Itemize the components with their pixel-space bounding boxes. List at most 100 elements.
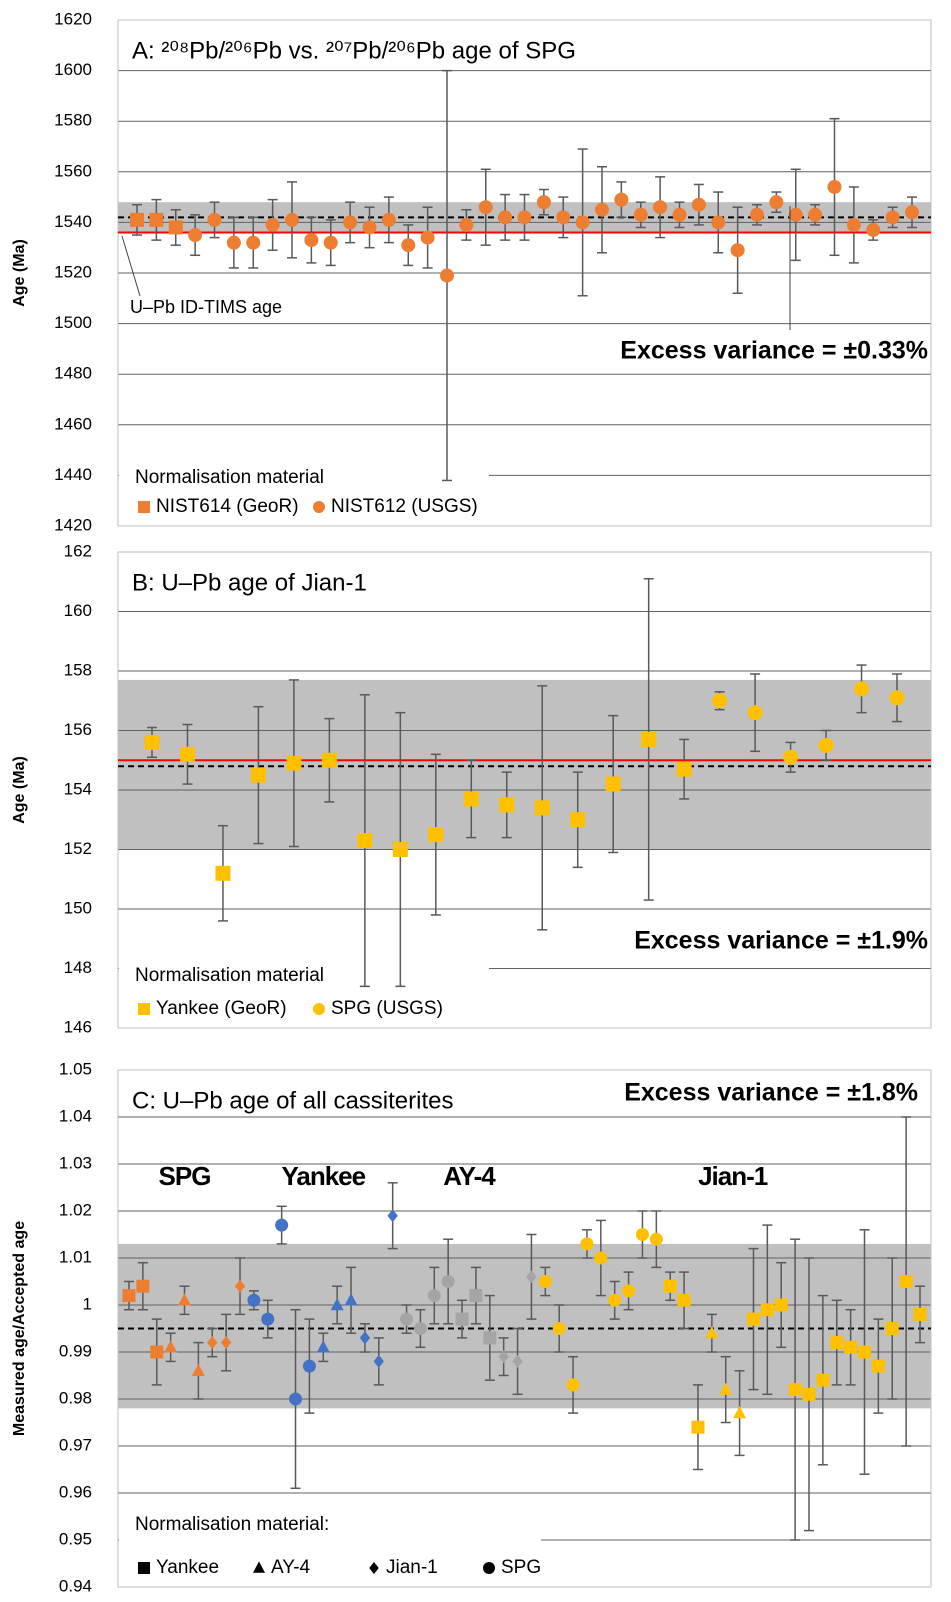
data-point [808,207,823,222]
legend-label: NIST612 (USGS) [331,496,478,517]
data-point [622,1284,636,1298]
data-point [144,734,160,750]
y-tick-label: 150 [64,898,92,917]
data-point [440,268,454,283]
data-point [635,1228,649,1241]
data-point [802,1387,816,1401]
group-label: AY-4 [443,1161,496,1191]
data-point [885,210,900,225]
y-tick-label: 0.98 [59,1388,92,1407]
data-point [469,1289,483,1303]
data-point [413,1322,427,1335]
legend-label: SPG (USGS) [331,998,443,1019]
data-point [889,690,905,706]
data-point [750,207,764,222]
data-point [653,200,668,215]
data-point [552,1322,566,1335]
data-point [691,197,706,212]
data-point [649,1232,663,1246]
legend-marker [483,1562,495,1574]
y-tick-label: 146 [64,1017,92,1036]
data-point [359,1331,371,1345]
annotation-leader [121,235,141,297]
data-point [905,205,919,220]
data-point [344,1293,358,1306]
data-point [246,235,261,250]
data-point [130,212,144,227]
y-tick-label: 156 [64,720,92,739]
data-point [538,1275,552,1288]
chart-title: C: U–Pb age of all cassiterites [132,1087,453,1114]
data-point [226,235,241,250]
data-point [441,1275,455,1288]
legend-box [119,1507,541,1586]
data-point [846,217,861,232]
data-point [459,217,474,232]
data-point [830,1336,844,1350]
chart-title: A: ²⁰⁸Pb/²⁰⁶Pb vs. ²⁰⁷Pb/²⁰⁶Pb age of SP… [132,37,576,64]
data-point [420,230,435,245]
data-point [400,1312,414,1326]
legend-marker [369,1562,379,1574]
data-point [633,207,648,222]
data-point [556,210,571,225]
data-point [483,1331,497,1345]
data-point [343,215,358,230]
data-point [899,1275,913,1288]
y-tick-label: 1460 [54,414,92,433]
plot-frame [117,551,932,1029]
legend-label: AY-4 [271,1557,311,1578]
data-point [168,220,183,235]
data-point [857,1345,871,1359]
group-label: Jian-1 [698,1161,768,1191]
y-tick-label: 1560 [54,161,92,180]
legend-marker [313,501,325,513]
legend-title: Normalisation material [135,965,324,986]
data-point [608,1293,622,1307]
data-point [526,1270,537,1284]
data-point [275,1218,289,1232]
data-point [605,776,621,792]
y-tick-label: 1580 [54,111,92,130]
data-point [733,1405,747,1419]
data-point [676,761,692,777]
annotation: Excess variance = ±1.9% [634,927,928,955]
data-point [844,1340,858,1354]
data-point [536,195,551,210]
data-point [316,1340,330,1353]
legend-title: Normalisation material [135,467,324,488]
annotation: Excess variance = ±1.8% [624,1079,918,1107]
data-point [330,1297,344,1311]
data-point [150,1345,164,1359]
y-tick-label: 0.96 [59,1482,92,1501]
data-point [323,235,338,250]
y-tick-label: 1.05 [59,1059,92,1078]
data-point [866,222,881,237]
data-point [730,243,745,258]
chart-title: B: U–Pb age of Jian-1 [132,569,367,596]
y-tick-label: 1620 [54,9,92,28]
data-point [517,210,532,225]
y-tick-label: 1600 [54,60,92,79]
y-tick-label: 0.97 [59,1435,92,1454]
y-tick-label: 0.95 [59,1529,92,1548]
data-point [595,202,609,217]
data-point [705,1326,719,1339]
y-tick-label: 1520 [54,262,92,281]
data-point [178,1293,192,1306]
data-point [122,1289,136,1303]
legend-box [119,958,489,1027]
y-tick-label: 160 [64,601,92,620]
group-label: Yankee [281,1161,365,1191]
data-point [570,812,586,828]
data-point [362,220,377,235]
data-point [534,800,550,816]
y-tick-label: 152 [64,839,92,858]
data-point [788,1383,802,1397]
data-point [286,755,302,771]
data-point [783,749,799,765]
data-point [498,210,513,225]
data-point [381,212,396,227]
data-point [289,1392,303,1406]
data-point [580,1237,594,1251]
